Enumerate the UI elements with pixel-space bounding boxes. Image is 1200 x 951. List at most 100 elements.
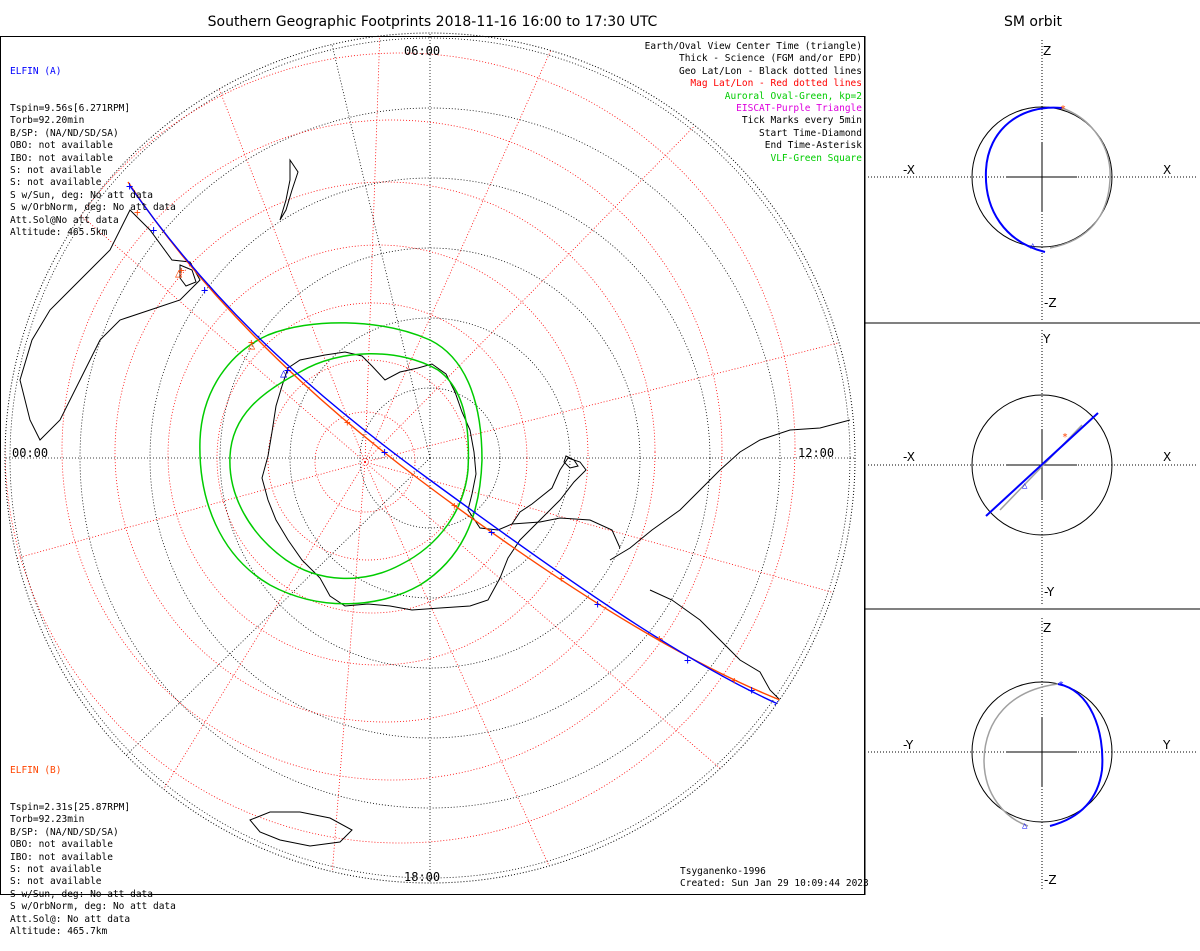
geo-meridian — [59, 457, 431, 821]
elfin-b-name: ELFIN (B) — [10, 764, 62, 776]
elfin-b-info-line: OBO: not available — [10, 839, 113, 851]
antarctic-peninsula — [511, 517, 621, 549]
elfin-a-info-line: S w/Sun, deg: No att data — [10, 189, 153, 201]
elfin-b-info-line: Torb=92.23min — [10, 814, 85, 826]
sm2-top-label: Y — [1043, 332, 1051, 346]
sm3-left-label: -Y — [903, 738, 914, 752]
elfin-a-info-line: S w/OrbNorm, deg: No att data — [10, 202, 176, 214]
orbit-blue-line — [985, 412, 1099, 517]
elfin-b-info-line: IBO: not available — [10, 851, 113, 863]
elfin-a-info-line: S: not available — [10, 165, 102, 177]
elfin-a-tick: + — [126, 179, 133, 193]
elfin-a-footprint-track — [129, 185, 779, 705]
elfin-a-tick: + — [774, 697, 781, 711]
tasmania — [179, 264, 197, 287]
model-label: Tsyganenko-1996 — [680, 866, 766, 877]
orbit-gray-arc — [983, 683, 1059, 827]
elfin-a-info-line: Torb=92.20min — [10, 115, 85, 127]
sm-panel-yz: * △ — [868, 618, 1198, 890]
svg-text:*: * — [1060, 104, 1066, 115]
legend-entry: Mag Lat/Lon - Red dotted lines — [690, 78, 862, 90]
elfin-a-info-line: S: not available — [10, 177, 102, 189]
legend-entry: Start Time-Diamond — [759, 127, 862, 139]
sm3-right-label: Y — [1163, 738, 1171, 752]
svg-text:*: * — [1058, 680, 1064, 691]
time-label-top: 06:00 — [404, 44, 441, 58]
view-center-triangle: △ — [175, 266, 183, 280]
elfin-a-name: ELFIN (A) — [10, 65, 62, 77]
elfin-a-info-line: B/SP: (NA/ND/SD/SA) — [10, 127, 119, 139]
elfin-b-footprint-track — [127, 181, 781, 701]
elfin-b-tick: + — [134, 206, 141, 219]
time-label-bottom: 18:00 — [404, 870, 441, 884]
elfin-b-tick: + — [731, 674, 738, 687]
elfin-b-info-line: S w/OrbNorm, deg: No att data — [10, 901, 176, 913]
auroral-oval-outer — [199, 322, 483, 605]
elfin-a-tick: + — [284, 363, 291, 377]
sm1-right-label: X — [1163, 163, 1172, 177]
sub-antarctic-islands — [117, 69, 579, 469]
elfin-a-info-line: IBO: not available — [10, 152, 113, 164]
figure-canvas: ++++++++++++++++++△△△ * △ * △ * △ — [0, 32, 1200, 895]
elfin-b-tick: + — [344, 416, 351, 429]
elfin-a-info: ELFIN (A) Tspin=9.56s[6.271RPM] Torb=92.2… — [10, 41, 176, 252]
credit-block: Tsyganenko-1996 Created: Sun Jan 29 10:09… — [680, 866, 869, 891]
south-america — [609, 419, 851, 701]
figure-title: Southern Geographic Footprints 2018-11-1… — [207, 14, 658, 30]
elfin-a-tick: + — [594, 597, 601, 611]
orbit-gray-arc — [1049, 107, 1111, 249]
sm2-right-label: X — [1163, 450, 1172, 464]
elfin-b-info-line: S w/Sun, deg: No att data — [10, 888, 153, 900]
view-center-triangle: △ — [280, 366, 288, 380]
legend-entry: VLF-Green Square — [770, 152, 862, 164]
created-label: Created: Sun Jan 29 10:09:44 2023 — [680, 878, 869, 890]
sm-panel-xz: * △ — [868, 40, 1198, 320]
elfin-a-tick: + — [150, 223, 157, 237]
elfin-b-info-line: S: not available — [10, 864, 102, 876]
track-tick-marks: ++++++++++++++++++△△△ — [126, 179, 781, 711]
sm-panel-xy: * △ — [868, 330, 1198, 605]
elfin-b-info-line: Att.Sol@: No att data — [10, 913, 131, 925]
elfin-a-info-line: Tspin=9.56s[6.271RPM] — [10, 103, 131, 115]
legend-entry: Thick - Science (FGM and/or EPD) — [678, 53, 862, 65]
polar-map: ++++++++++++++++++△△△ — [5, 33, 855, 883]
new-zealand — [279, 158, 299, 221]
elfin-a-tick: + — [748, 683, 755, 697]
elfin-b-tick: + — [178, 264, 185, 277]
orbit-blue-arc — [1049, 683, 1104, 827]
elfin-a-tick: + — [684, 653, 691, 667]
elfin-b-info-line: Tspin=2.31s[25.87RPM] — [10, 802, 131, 814]
elfin-b-tick: + — [248, 336, 255, 349]
orbit-blue-arc — [984, 106, 1063, 253]
sm3-bottom-label: -Z — [1044, 873, 1057, 887]
elfin-a-info-line: OBO: not available — [10, 140, 113, 152]
svg-text:△: △ — [1030, 241, 1036, 251]
elfin-b-tick: + — [558, 572, 565, 585]
elfin-b-info-line: Altitude: 465.7km — [10, 926, 108, 938]
legend-entry: End Time-Asterisk — [764, 140, 862, 152]
elfin-a-lines: Tspin=9.56s[6.271RPM] Torb=92.20min B/SP: … — [10, 103, 176, 239]
elfin-a-tick: + — [488, 525, 495, 539]
elfin-b-tick: + — [656, 632, 663, 645]
time-label-right: 12:00 — [798, 446, 835, 460]
elfin-b-info: ELFIN (B) Tspin=2.31s[25.87RPM] Torb=92.2… — [10, 740, 176, 951]
elfin-a-info-line: Altitude: 465.5km — [10, 227, 108, 239]
time-label-left: 00:00 — [12, 446, 49, 460]
map-boundary — [4, 32, 856, 884]
auroral-ovals — [199, 322, 483, 605]
legend-entry: Auroral Oval-Green, kp=2 — [724, 90, 862, 102]
elfin-a-info-line: Att.Sol@No att data — [10, 214, 119, 226]
sm2-left-label: -X — [903, 450, 915, 464]
auroral-oval-inner — [229, 353, 470, 580]
sm1-left-label: -X — [903, 163, 915, 177]
elfin-b-info-line: S: not available — [10, 876, 102, 888]
sm3-top-label: Z — [1043, 621, 1052, 635]
svg-text:△: △ — [1022, 821, 1028, 831]
view-center-triangle: △ — [248, 338, 256, 352]
sm1-top-label: Z — [1043, 44, 1052, 58]
elfin-a-tick: + — [381, 445, 388, 459]
elfin-b-lines: Tspin=2.31s[25.87RPM] Torb=92.23min B/SP: … — [10, 802, 176, 938]
elfin-b-tick: + — [451, 499, 458, 512]
sm1-bottom-label: -Z — [1044, 296, 1057, 310]
elfin-b-info-line: B/SP: (NA/ND/SD/SA) — [10, 826, 119, 838]
